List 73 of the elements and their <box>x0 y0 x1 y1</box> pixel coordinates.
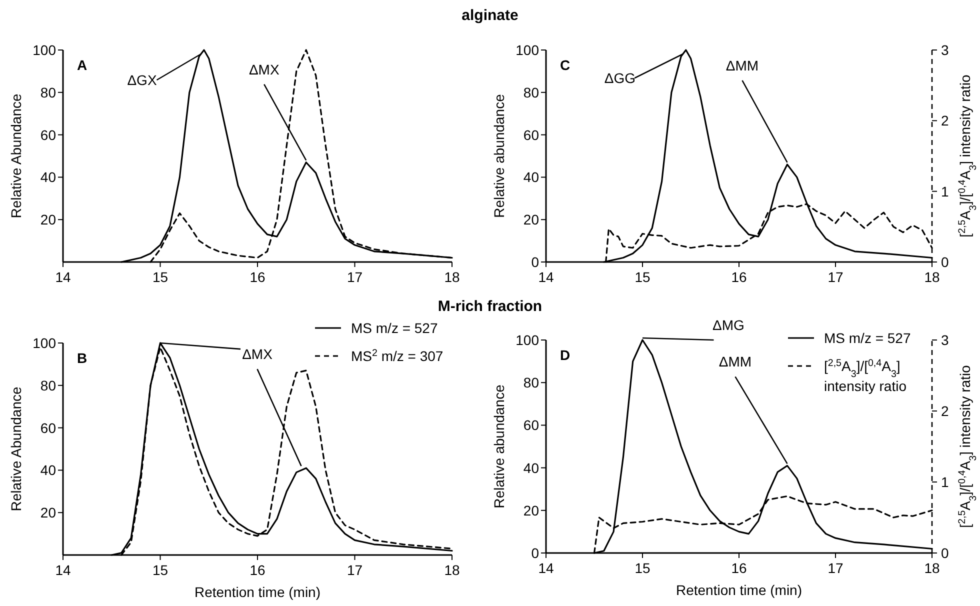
annotation: D <box>560 347 570 363</box>
x-tick-label: 17 <box>346 269 363 285</box>
y2-tick-label: 3 <box>941 42 949 58</box>
y2-tick-label: 0 <box>941 254 949 270</box>
x-tick-label: 14 <box>55 269 71 285</box>
annotation: ΔMM <box>718 354 752 370</box>
y-axis-title: Relative abundance <box>491 384 507 508</box>
y-tick-label: 60 <box>40 126 56 143</box>
text: [$^{2,5}$A$_{3}$]/[$^{0,4}$A$_{3}$] intensity ratio <box>824 358 906 394</box>
y-tick-label: 40 <box>523 460 540 476</box>
x-tick-label: 16 <box>731 560 747 576</box>
x-tick-label: 14 <box>538 560 554 576</box>
legend-label: MS m/z = 527 <box>824 330 911 346</box>
y-tick-label: 0 <box>531 545 540 561</box>
x-tick-label: 16 <box>250 562 266 578</box>
y-tick-label: 40 <box>40 462 56 478</box>
y-tick-label: 0 <box>531 254 540 270</box>
y-axis-title: Relative Abundance <box>8 94 24 218</box>
y-tick-label: 100 <box>516 42 540 58</box>
x-tick-label: 18 <box>924 560 940 576</box>
x-tick-label: 15 <box>634 269 650 285</box>
y-tick-label: 80 <box>40 84 56 100</box>
annotation: ΔMM <box>726 57 759 74</box>
annotation: A <box>77 57 88 73</box>
y2-tick-label: 2 <box>941 403 949 419</box>
x-tick-label: 18 <box>924 269 940 285</box>
annotation: ΔMX <box>242 346 274 362</box>
x-tick-label: 17 <box>828 560 844 576</box>
y-tick-label: 20 <box>523 212 540 228</box>
annotation: ΔMG <box>712 317 744 333</box>
y-tick-label: 20 <box>523 502 540 518</box>
y-tick-label: 60 <box>523 417 540 434</box>
x-tick-label: 15 <box>152 562 168 578</box>
annotation: C <box>560 57 570 73</box>
y-tick-label: 20 <box>40 504 56 521</box>
legend-label: MS m/z = 527 <box>351 320 438 336</box>
y-tick-label: 60 <box>523 126 540 143</box>
y-tick-label: 100 <box>516 332 540 348</box>
x-tick-label: 17 <box>828 269 844 285</box>
y-tick-label: 20 <box>40 212 56 228</box>
y-axis-title: Relative Abundance <box>8 386 24 512</box>
x-tick-label: 14 <box>538 269 554 285</box>
x-tick-label: 16 <box>731 269 747 285</box>
y2-tick-label: 1 <box>941 474 949 490</box>
y2-tick-label: 2 <box>941 112 949 129</box>
annotation: ΔGG <box>604 70 636 86</box>
y-tick-label: 80 <box>523 374 540 391</box>
y-tick-label: 80 <box>523 84 540 100</box>
x-tick-label: 18 <box>444 269 460 285</box>
y-tick-label: 100 <box>32 42 56 58</box>
x-axis-title: Retention time (min) <box>676 582 802 598</box>
text: M-rich fraction <box>438 298 542 315</box>
x-tick-label: 15 <box>634 560 650 576</box>
annotation: B <box>77 350 88 366</box>
x-tick-label: 18 <box>444 562 460 578</box>
y-tick-label: 40 <box>523 169 540 186</box>
y-tick-label: 60 <box>40 420 56 436</box>
x-tick-label: 14 <box>55 562 71 578</box>
y2-tick-label: 1 <box>941 183 949 200</box>
x-tick-label: 16 <box>250 269 266 285</box>
text: alginate <box>462 7 518 24</box>
x-tick-label: 15 <box>152 269 168 285</box>
x-axis-title: Retention time (min) <box>194 584 321 600</box>
annotation: ΔGX <box>127 72 158 88</box>
y-axis-title: Relative abundance <box>491 94 507 218</box>
legend-label: MS$^{2}$ m/z = 307 <box>351 348 444 364</box>
annotation: ΔMX <box>248 61 280 78</box>
y-tick-label: 40 <box>40 169 56 186</box>
y-tick-label: 80 <box>40 377 56 394</box>
x-tick-label: 17 <box>346 562 363 578</box>
y2-tick-label: 0 <box>941 545 949 561</box>
y2-tick-label: 3 <box>941 332 949 348</box>
y-tick-label: 100 <box>32 335 56 351</box>
